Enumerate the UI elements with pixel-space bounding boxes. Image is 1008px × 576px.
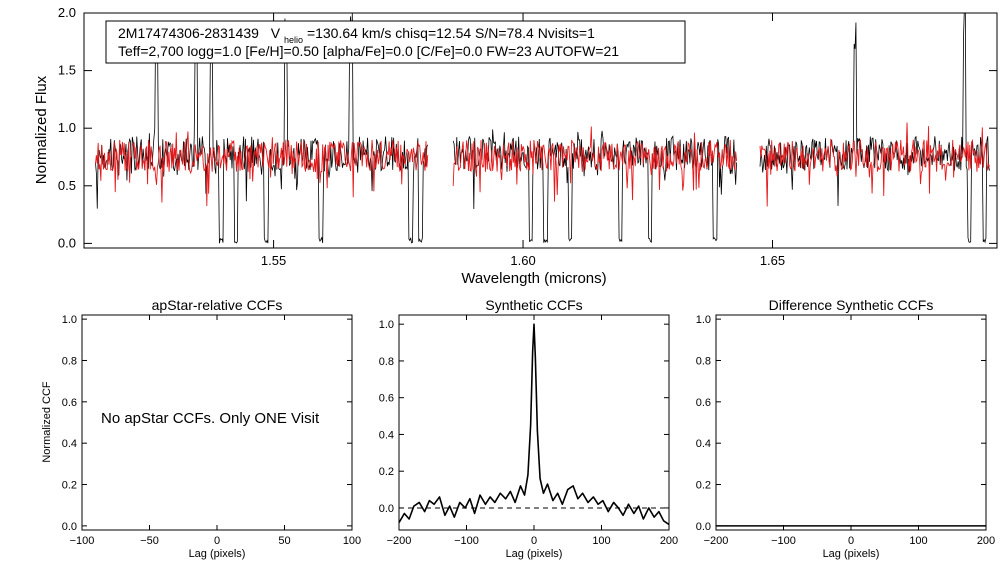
difference-ccf-title: Difference Synthetic CCFs <box>769 297 934 313</box>
difference-ccf-frame <box>715 314 987 531</box>
synthetic-ccf-xtick-label: −100 <box>454 535 479 547</box>
apstar-ccf-xtick-label: 50 <box>278 535 290 547</box>
spectrum-ticks: 1.55 1.60 1.65 0.0 0.5 1.0 1.5 2.0 <box>58 5 997 268</box>
difference-ccf-ytick-label: 0.8 <box>696 355 711 367</box>
spectrum-frame <box>83 12 998 249</box>
spectrum-ytick-label: 1.5 <box>58 63 76 78</box>
synthetic-ccf-xtick-label: 100 <box>592 535 610 547</box>
synthetic-ccf-ytick-label: 0.4 <box>379 429 394 441</box>
synthetic-ccf-frame <box>398 314 670 531</box>
difference-ccf-xtick-label: 0 <box>848 535 854 547</box>
info-box: 2M17474306-2831439 V helio =130.64 km/s … <box>105 20 686 64</box>
difference-ccf-xtick-label: −200 <box>704 535 729 547</box>
difference-ccf-xtick-label: 200 <box>977 535 995 547</box>
apstar-ccf-ytick-label: 0.0 <box>62 521 77 533</box>
spectrum-ytick-label: 2.0 <box>58 5 76 20</box>
synthetic-ccf-xtick-label: 200 <box>660 535 678 547</box>
synthetic-ccf-ytick-label: 1.0 <box>379 319 394 331</box>
spectrum-ytick-label: 1.0 <box>58 120 76 135</box>
synthetic-ccf-ticks: −200 −100 0 100 200 0.0 0.2 0.4 0.6 0.8 1.0 <box>379 315 678 547</box>
difference-ccf-xlabel: Lag (pixels) <box>823 548 880 560</box>
apstar-ccf-xtick-label: 0 <box>214 535 220 547</box>
spectrum-ylabel: Normalized Flux <box>33 75 50 184</box>
difference-ccf-xtick-label: 100 <box>909 535 927 547</box>
apstar-ccf-ticks: −100 −50 0 50 100 0.0 0.2 0.4 0.6 0.8 1.0 <box>62 314 361 547</box>
apstar-ccf-xtick-label: 100 <box>343 535 361 547</box>
info-line-1: 2M17474306-2831439 V helio =130.64 km/s … <box>118 25 595 46</box>
synthetic-ccf-ytick-label: 0.6 <box>379 393 394 405</box>
apstar-ccf-ytick-label: 0.2 <box>62 480 77 492</box>
spectrum-ytick-label: 0.5 <box>58 178 76 193</box>
difference-ccf-panel: −200 −100 0 100 200 0.0 0.2 0.4 0.6 0.8 1.0 Differ… <box>696 297 995 560</box>
apstar-ccf-frame <box>81 314 353 531</box>
difference-ccf-xtick-label: −100 <box>771 535 796 547</box>
difference-ccf-ytick-label: 0.6 <box>696 397 711 409</box>
apstar-ccf-xlabel: Lag (pixels) <box>189 548 246 560</box>
apstar-ccf-ylabel: Normalized CCF <box>41 381 53 463</box>
difference-ccf-ytick-label: 1.0 <box>696 314 711 326</box>
synthetic-ccf-ytick-label: 0.2 <box>379 466 394 478</box>
spectrum-lines <box>95 13 990 244</box>
difference-ccf-ytick-label: 0.2 <box>696 480 711 492</box>
stellar-params: Teff=2,700 logg=1.0 [Fe/H]=0.50 [alpha/F… <box>118 43 619 59</box>
spectrum-xtick-label: 1.55 <box>261 253 286 268</box>
synthetic-ccf-xtick-label: 0 <box>531 535 537 547</box>
spectrum-ytick-label: 0.0 <box>58 235 76 250</box>
difference-ccf-ytick-label: 0.0 <box>696 521 711 533</box>
spectrum-plot-area <box>95 13 990 244</box>
vhelio-values: =130.64 km/s chisq=12.54 S/N=78.4 Nvisit… <box>307 25 595 41</box>
apstar-ccf-ytick-label: 0.6 <box>62 397 77 409</box>
synthetic-ccf-line <box>398 323 670 526</box>
vhelio-subscript: helio <box>284 35 303 45</box>
apstar-ccf-xtick-label: −50 <box>140 535 159 547</box>
spectrum-panel: 1.55 1.60 1.65 0.0 0.5 1.0 1.5 2.0 Normalized F… <box>33 5 998 287</box>
apstar-ccf-ytick-label: 0.8 <box>62 355 77 367</box>
synthetic-ccf-xlabel: Lag (pixels) <box>506 548 563 560</box>
difference-ccf-ytick-label: 0.4 <box>696 438 711 450</box>
synthetic-ccf-plot-area <box>398 323 670 526</box>
apstar-ccf-panel: −100 −50 0 50 100 0.0 0.2 0.4 0.6 0.8 1.0 apStar-r… <box>41 297 361 560</box>
spectrum-xtick-label: 1.65 <box>760 253 785 268</box>
star-id: 2M17474306-2831439 <box>118 25 259 41</box>
vhelio-prefix: V <box>271 25 281 41</box>
spectrum-xlabel: Wavelength (microns) <box>461 270 606 287</box>
synthetic-ccf-xtick-label: −200 <box>387 535 412 547</box>
difference-ccf-ticks: −200 −100 0 100 200 0.0 0.2 0.4 0.6 0.8 1.0 <box>696 314 995 547</box>
info-box-frame <box>105 20 686 64</box>
apstar-ccf-xtick-label: −100 <box>70 535 95 547</box>
synthetic-ccf-panel: −200 −100 0 100 200 0.0 0.2 0.4 0.6 0.8 1.0 Synthe… <box>379 297 678 560</box>
apstar-ccf-ytick-label: 0.4 <box>62 438 77 450</box>
model-spectrum-line <box>95 122 990 207</box>
synthetic-ccf-title: Synthetic CCFs <box>485 297 582 313</box>
synthetic-ccf-ytick-label: 0.0 <box>379 503 394 515</box>
apstar-ccf-note: No apStar CCFs. Only ONE Visit <box>101 410 320 427</box>
synthetic-ccf-ytick-label: 0.8 <box>379 356 394 368</box>
apstar-ccf-ytick-label: 1.0 <box>62 314 77 326</box>
apstar-ccf-title: apStar-relative CCFs <box>152 297 283 313</box>
spectrum-xtick-label: 1.60 <box>510 253 535 268</box>
